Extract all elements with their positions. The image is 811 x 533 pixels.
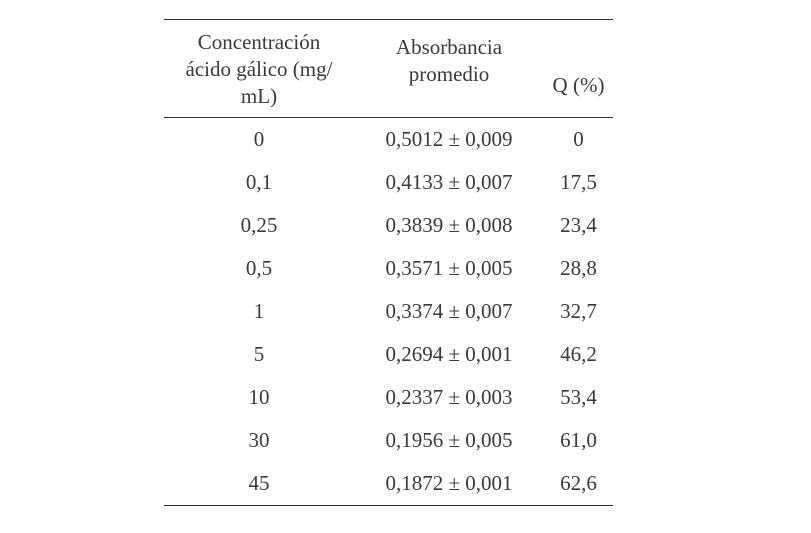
cell-absorbance: 0,4133 ± 0,007 bbox=[385, 170, 513, 194]
cell-absorbance: 0,1956 ± 0,005 bbox=[385, 428, 513, 452]
cell-q: 46,2 bbox=[560, 342, 597, 366]
table-row: 1 0,3374 ± 0,007 32,7 bbox=[164, 290, 613, 333]
cell-q: 61,0 bbox=[560, 428, 597, 452]
cell-concentration: 45 bbox=[248, 471, 270, 495]
table-row: 30 0,1956 ± 0,005 61,0 bbox=[164, 419, 613, 462]
cell-absorbance: 0,1872 ± 0,001 bbox=[385, 471, 513, 495]
table-row: 10 0,2337 ± 0,003 53,4 bbox=[164, 376, 613, 419]
table-row: 0,1 0,4133 ± 0,007 17,5 bbox=[164, 161, 613, 204]
table-row: 0 0,5012 ± 0,009 0 bbox=[164, 118, 613, 161]
cell-absorbance: 0,2337 ± 0,003 bbox=[385, 385, 513, 409]
table-body: 0 0,5012 ± 0,009 0 0,1 0,4133 ± 0,007 17,5 0,2… bbox=[164, 118, 613, 505]
cell-q: 17,5 bbox=[560, 170, 597, 194]
header-absorbance-line: promedio bbox=[408, 61, 490, 86]
table-row: 45 0,1872 ± 0,001 62,6 bbox=[164, 462, 613, 505]
cell-absorbance: 0,3571 ± 0,005 bbox=[385, 256, 513, 280]
cell-concentration: 1 bbox=[253, 299, 265, 323]
header-q: Q (%) bbox=[552, 73, 605, 97]
cell-absorbance: 0,3839 ± 0,008 bbox=[385, 213, 513, 237]
header-concentration-line: ácido gálico (mg/ bbox=[185, 57, 333, 81]
cell-absorbance: 0,5012 ± 0,009 bbox=[385, 127, 513, 151]
header-absorbance-line: Absorbancia bbox=[395, 34, 503, 59]
bottom-rule bbox=[164, 505, 613, 506]
cell-absorbance: 0,3374 ± 0,007 bbox=[385, 299, 513, 323]
cell-q: 32,7 bbox=[560, 299, 597, 323]
cell-concentration: 30 bbox=[248, 428, 270, 452]
cell-q: 28,8 bbox=[560, 256, 597, 280]
table-row: 5 0,2694 ± 0,001 46,2 bbox=[164, 333, 613, 376]
header-rule bbox=[164, 117, 613, 118]
top-rule bbox=[164, 19, 613, 20]
header-concentration-line: Concentración bbox=[197, 30, 321, 54]
table-row: 0,25 0,3839 ± 0,008 23,4 bbox=[164, 204, 613, 247]
cell-q: 23,4 bbox=[560, 213, 597, 237]
cell-concentration: 0,5 bbox=[245, 256, 273, 280]
cell-concentration: 0,25 bbox=[240, 213, 278, 237]
header-absorbance: Absorbancia promedio bbox=[354, 34, 544, 104]
cell-concentration: 0 bbox=[253, 127, 265, 151]
table-header: Concentración ácido gálico (mg/ mL) Abso… bbox=[164, 20, 613, 117]
cell-q: 62,6 bbox=[560, 471, 597, 495]
cell-concentration: 0,1 bbox=[245, 170, 273, 194]
cell-concentration: 5 bbox=[253, 342, 265, 366]
cell-absorbance: 0,2694 ± 0,001 bbox=[385, 342, 513, 366]
header-concentration: Concentración ácido gálico (mg/ mL) bbox=[164, 27, 354, 110]
cell-q: 53,4 bbox=[560, 385, 597, 409]
cell-q: 0 bbox=[573, 127, 584, 151]
data-table: Concentración ácido gálico (mg/ mL) Abso… bbox=[164, 19, 613, 506]
cell-concentration: 10 bbox=[248, 385, 270, 409]
header-concentration-line: mL) bbox=[240, 84, 278, 108]
table-row: 0,5 0,3571 ± 0,005 28,8 bbox=[164, 247, 613, 290]
